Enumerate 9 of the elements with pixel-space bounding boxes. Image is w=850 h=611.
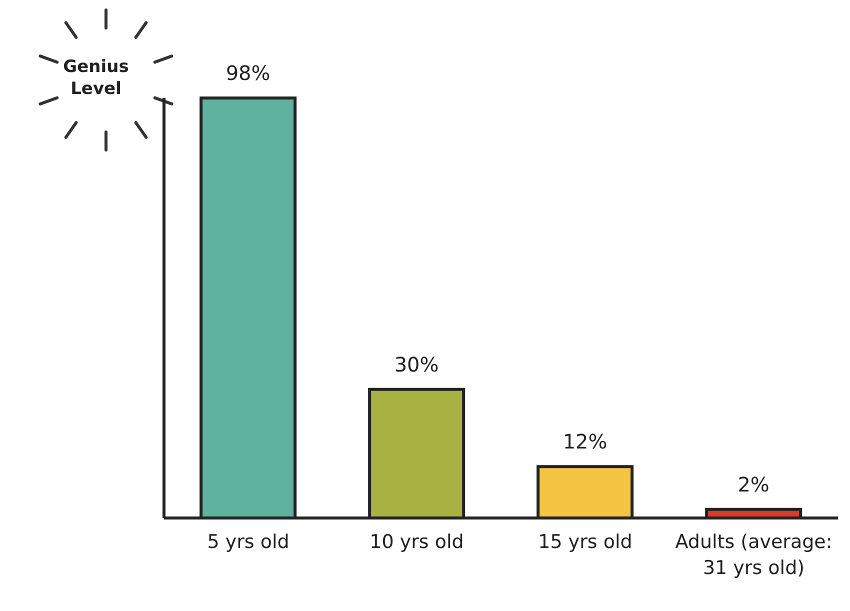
x-tick-label: Adults (average: 31 yrs old) xyxy=(675,531,832,579)
data-label: 30% xyxy=(394,352,439,376)
data-label: 2% xyxy=(738,472,770,496)
x-tick-label: 10 yrs old xyxy=(370,531,464,553)
y-axis-title: Genius Level xyxy=(62,56,130,100)
data-label: 12% xyxy=(562,430,608,454)
x-tick-label: 15 yrs old xyxy=(538,531,632,553)
data-label: 98% xyxy=(226,61,270,85)
x-tick-label: 5 yrs old xyxy=(207,531,290,553)
